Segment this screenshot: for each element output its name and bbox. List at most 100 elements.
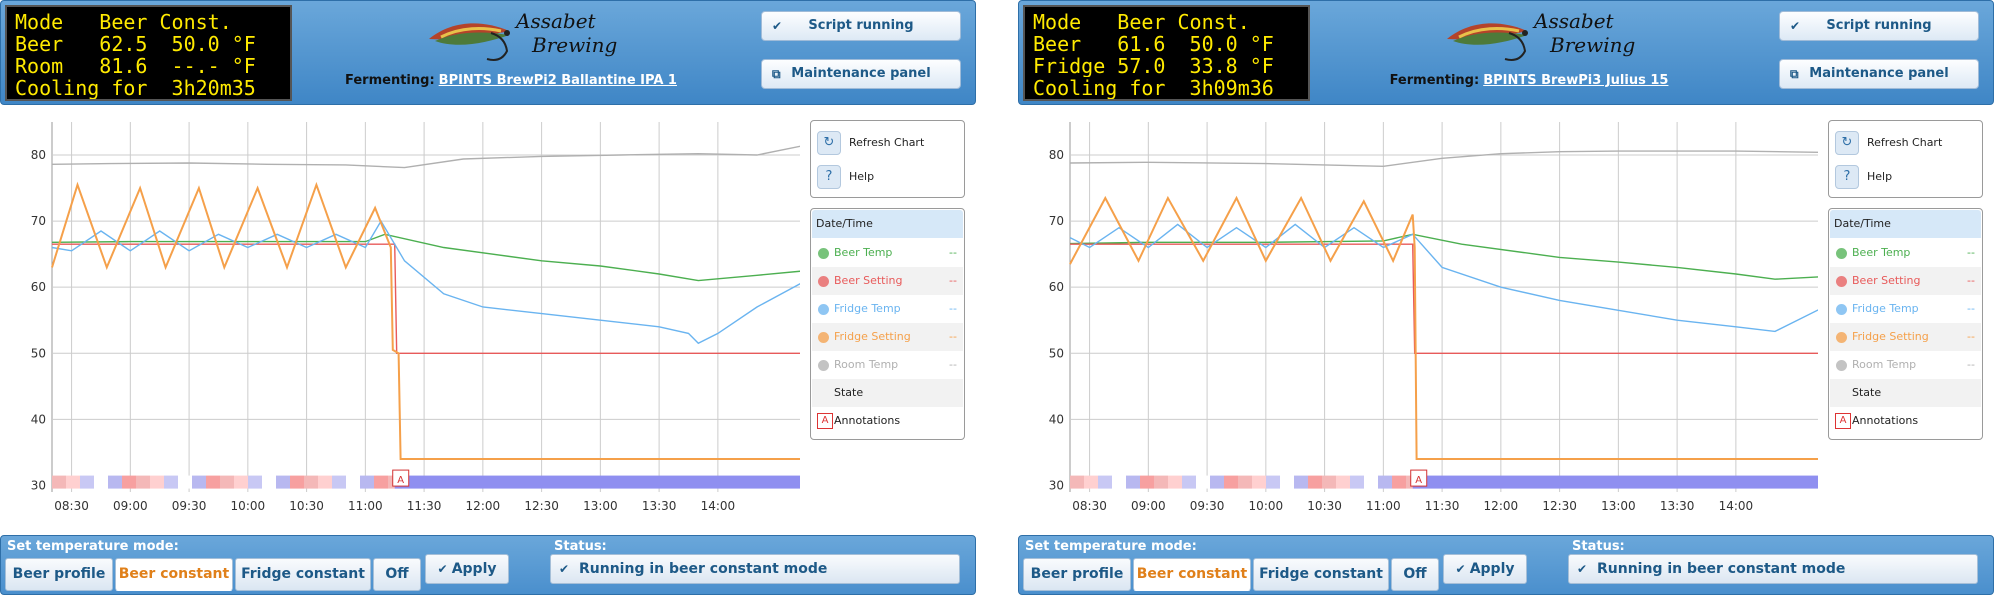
legend-item[interactable]: Fridge Temp --	[1830, 295, 1981, 323]
help-label: Help	[849, 170, 875, 183]
brand-line: Brewing	[532, 33, 618, 57]
chart-legend: Date/Time Beer Temp -- Beer Setting -- Fridge…	[810, 208, 965, 440]
maintenance-panel-button[interactable]: ⧉ Maintenance panel	[761, 59, 961, 89]
lcd-line: Room 81.6 --.- °F	[15, 55, 256, 77]
state-segment	[80, 475, 94, 489]
help-button[interactable]: ? Help	[1835, 163, 1975, 191]
legend-value: --	[949, 302, 957, 315]
status-title: Status:	[1572, 539, 1625, 554]
legend-item[interactable]: State	[1830, 379, 1981, 407]
state-segment	[206, 475, 220, 489]
status-box: ✔ Running in beer constant mode	[550, 554, 960, 584]
state-segment	[276, 475, 290, 489]
temperature-chart[interactable]: 30 40 50 60 70 80 08:30 09:00 09:30 10:00 10:30 11:…	[1018, 110, 1818, 520]
mode-controls: Set temperature mode: Status: Beer profile…	[0, 535, 976, 595]
state-segment	[1364, 475, 1378, 489]
apply-button[interactable]: ✔ Apply	[1443, 554, 1527, 584]
y-tick-label: 70	[1049, 214, 1064, 228]
script-running-button[interactable]: ✔ Script running	[761, 11, 961, 41]
beer-profile-tab[interactable]: Beer profile	[1023, 558, 1131, 591]
maintenance-panel-button[interactable]: ⧉ Maintenance panel	[1779, 59, 1979, 89]
state-segment	[346, 475, 360, 489]
state-segment	[1070, 475, 1084, 489]
fridge-constant-tab[interactable]: Fridge constant	[235, 558, 371, 591]
help-icon: ?	[1835, 165, 1859, 189]
y-tick-label: 30	[31, 478, 46, 492]
legend-value: --	[949, 330, 957, 343]
header-bar: Mode Beer Const. Beer 61.6 50.0 °F Fridge …	[1018, 0, 1994, 105]
lcd-line: Beer 61.6 50.0 °F	[1033, 33, 1274, 55]
lcd-display: Mode Beer Const. Beer 62.5 50.0 °F Room 81…	[5, 5, 292, 101]
legend-value: --	[949, 358, 957, 371]
mode-title: Set temperature mode:	[7, 539, 179, 554]
x-tick-label: 11:30	[1425, 499, 1460, 513]
help-button[interactable]: ? Help	[817, 163, 957, 191]
y-tick-label: 50	[31, 346, 46, 360]
state-segment	[1112, 475, 1126, 489]
legend-label: Beer Setting	[834, 274, 903, 287]
x-tick-label: 10:30	[289, 499, 324, 513]
x-tick-label: 10:00	[231, 499, 266, 513]
legend-label: State	[1852, 386, 1882, 399]
off-tab[interactable]: Off	[373, 558, 421, 591]
x-tick-label: 09:30	[1190, 499, 1225, 513]
x-tick-label: 09:30	[172, 499, 207, 513]
x-tick-label: 12:00	[466, 499, 501, 513]
apply-label: Apply	[1469, 561, 1515, 577]
y-tick-label: 50	[1049, 346, 1064, 360]
beer-constant-tab[interactable]: Beer constant	[115, 558, 233, 591]
y-tick-label: 80	[1049, 148, 1064, 162]
y-tick-label: 60	[31, 280, 46, 294]
x-tick-label: 13:00	[1601, 499, 1636, 513]
legend-dot-icon	[818, 332, 829, 343]
beer-constant-tab[interactable]: Beer constant	[1133, 558, 1251, 591]
refresh-chart-button[interactable]: ↻ Refresh Chart	[817, 129, 957, 157]
legend-dot-icon	[818, 304, 829, 315]
x-tick-label: 12:30	[1542, 499, 1577, 513]
legend-item[interactable]: Beer Setting --	[1830, 267, 1981, 295]
x-tick-label: 09:00	[113, 499, 148, 513]
x-tick-label: 10:00	[1249, 499, 1284, 513]
beer-name-link[interactable]: BPINTS BrewPi2 Ballantine IPA 1	[438, 73, 677, 88]
beer-name-link[interactable]: BPINTS BrewPi3 Julius 15	[1483, 73, 1669, 88]
state-segment	[108, 475, 122, 489]
state-segment	[1084, 475, 1098, 489]
legend-item[interactable]: Beer Temp --	[812, 239, 963, 267]
legend-item[interactable]: A Annotations	[1830, 407, 1981, 435]
temperature-chart[interactable]: 30 40 50 60 70 80 08:30 09:00 09:30 10:00 10:30 11:…	[0, 110, 800, 520]
legend-item[interactable]: Beer Temp --	[1830, 239, 1981, 267]
state-segment	[1126, 475, 1140, 489]
status-box: ✔ Running in beer constant mode	[1568, 554, 1978, 584]
legend-item[interactable]: Room Temp --	[1830, 351, 1981, 379]
apply-button[interactable]: ✔ Apply	[425, 554, 509, 584]
lcd-line: Beer 62.5 50.0 °F	[15, 33, 256, 55]
off-tab[interactable]: Off	[1391, 558, 1439, 591]
series-line-room-temp	[51, 145, 800, 169]
state-segment	[262, 475, 276, 489]
series-line-fridge-temp	[51, 219, 800, 345]
annotation-marker	[1410, 469, 1428, 487]
window-icon: ⧉	[772, 67, 781, 81]
legend-item[interactable]: Room Temp --	[812, 351, 963, 379]
beer-profile-tab[interactable]: Beer profile	[5, 558, 113, 591]
legend-item[interactable]: Fridge Setting --	[812, 323, 963, 351]
x-tick-label: 13:30	[1660, 499, 1695, 513]
apply-label: Apply	[451, 561, 497, 577]
legend-label: Annotations	[1852, 414, 1919, 427]
script-running-label: Script running	[808, 18, 914, 33]
legend-item[interactable]: A Annotations	[812, 407, 963, 435]
legend-item[interactable]: State	[812, 379, 963, 407]
script-running-button[interactable]: ✔ Script running	[1779, 11, 1979, 41]
legend-dot-icon	[818, 360, 829, 371]
annotation-label: A	[1415, 475, 1422, 486]
legend-dot-icon	[1836, 332, 1847, 343]
fridge-constant-tab[interactable]: Fridge constant	[1253, 558, 1389, 591]
refresh-chart-label: Refresh Chart	[1867, 136, 1943, 149]
legend-item[interactable]: Fridge Temp --	[812, 295, 963, 323]
check-icon: ✔	[1790, 19, 1801, 33]
refresh-icon: ↻	[1835, 131, 1859, 155]
legend-item[interactable]: Fridge Setting --	[1830, 323, 1981, 351]
legend-item[interactable]: Beer Setting --	[812, 267, 963, 295]
legend-label: Fridge Temp	[1852, 302, 1919, 315]
refresh-chart-button[interactable]: ↻ Refresh Chart	[1835, 129, 1975, 157]
